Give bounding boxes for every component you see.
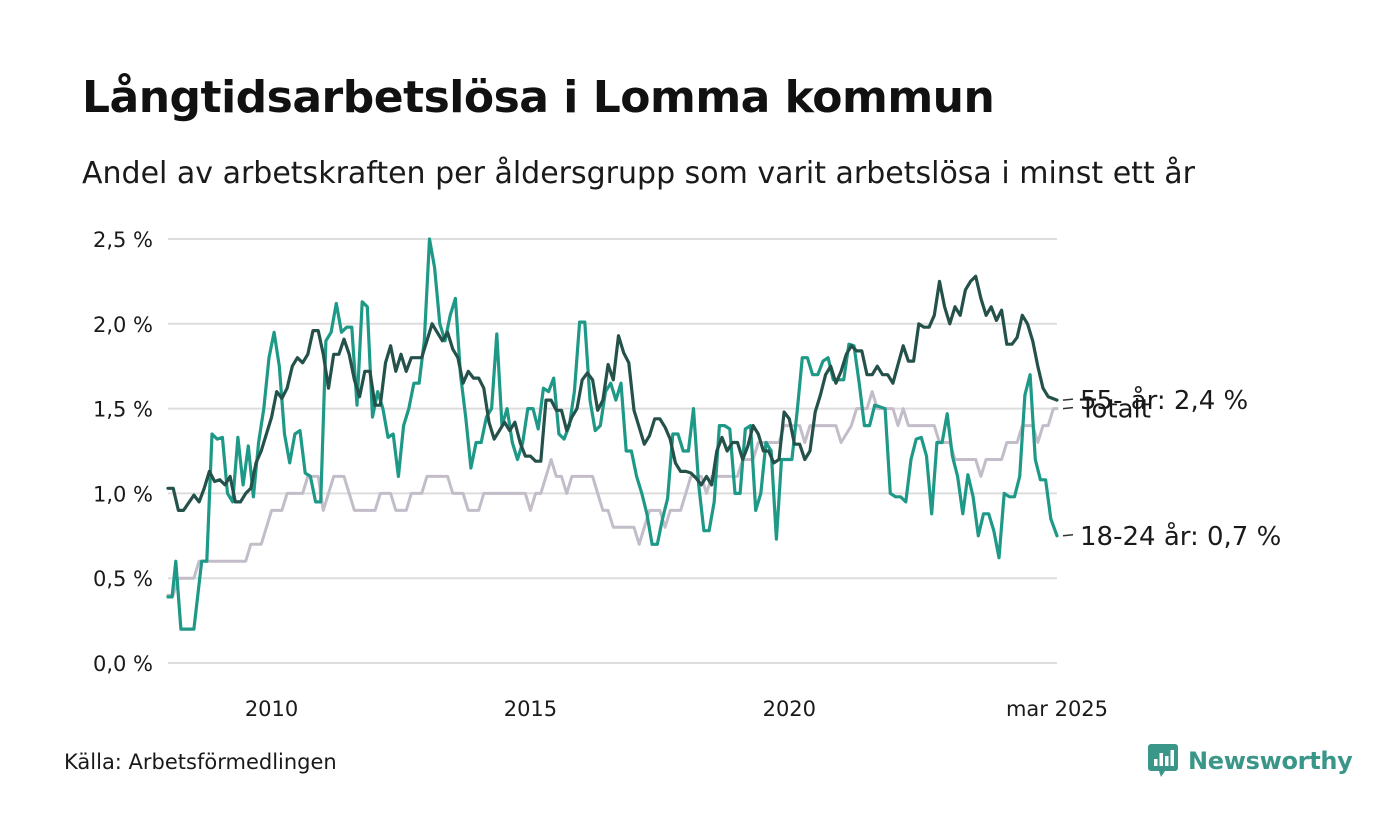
y-tick-label: 2,0 % bbox=[93, 313, 153, 337]
label-leader-55plus bbox=[1062, 398, 1074, 401]
brand-name: Newsworthy bbox=[1188, 747, 1353, 775]
x-axis: 2010 2015 2020 mar 2025 bbox=[245, 697, 1108, 721]
series-label-18_24: 18-24 år: 0,7 % bbox=[1080, 521, 1281, 552]
y-tick-label: 0,0 % bbox=[93, 652, 153, 676]
x-tick-label: mar 2025 bbox=[1006, 697, 1108, 721]
series-lines bbox=[166, 237, 1059, 631]
x-tick-label: 2020 bbox=[763, 697, 816, 721]
y-tick-label: 1,5 % bbox=[93, 398, 153, 422]
y-tick-label: 1,0 % bbox=[93, 482, 153, 506]
y-tick-label: 0,5 % bbox=[93, 567, 153, 591]
x-tick-label: 2015 bbox=[504, 697, 557, 721]
series-label-55plus: 55- år: 2,4 % bbox=[1080, 385, 1248, 416]
y-axis: 0,0 % 0,5 % 1,0 % 1,5 % 2,0 % 2,5 % bbox=[93, 228, 153, 676]
gridlines bbox=[168, 238, 1057, 664]
brand-logo[interactable]: Newsworthy bbox=[1148, 744, 1353, 778]
series-line-total bbox=[166, 390, 1059, 597]
series-labels: Totalt 18-24 år: 0,7 % 55- år: 2,4 % bbox=[1062, 385, 1281, 552]
chart-subtitle: Andel av arbetskraften per åldersgrupp s… bbox=[82, 156, 1195, 191]
series-line-55plus bbox=[166, 274, 1059, 512]
series-line-18_24 bbox=[166, 237, 1059, 631]
newsworthy-logo-icon bbox=[1148, 744, 1178, 777]
label-leader-18_24 bbox=[1062, 534, 1074, 537]
x-tick-label: 2010 bbox=[245, 697, 298, 721]
label-leader-total bbox=[1062, 406, 1074, 410]
series-label-total: Totalt bbox=[1079, 395, 1151, 425]
chart-title: Långtidsarbetslösa i Lomma kommun bbox=[82, 72, 995, 123]
source-note: Källa: Arbetsförmedlingen bbox=[64, 750, 337, 774]
y-tick-label: 2,5 % bbox=[93, 228, 153, 252]
